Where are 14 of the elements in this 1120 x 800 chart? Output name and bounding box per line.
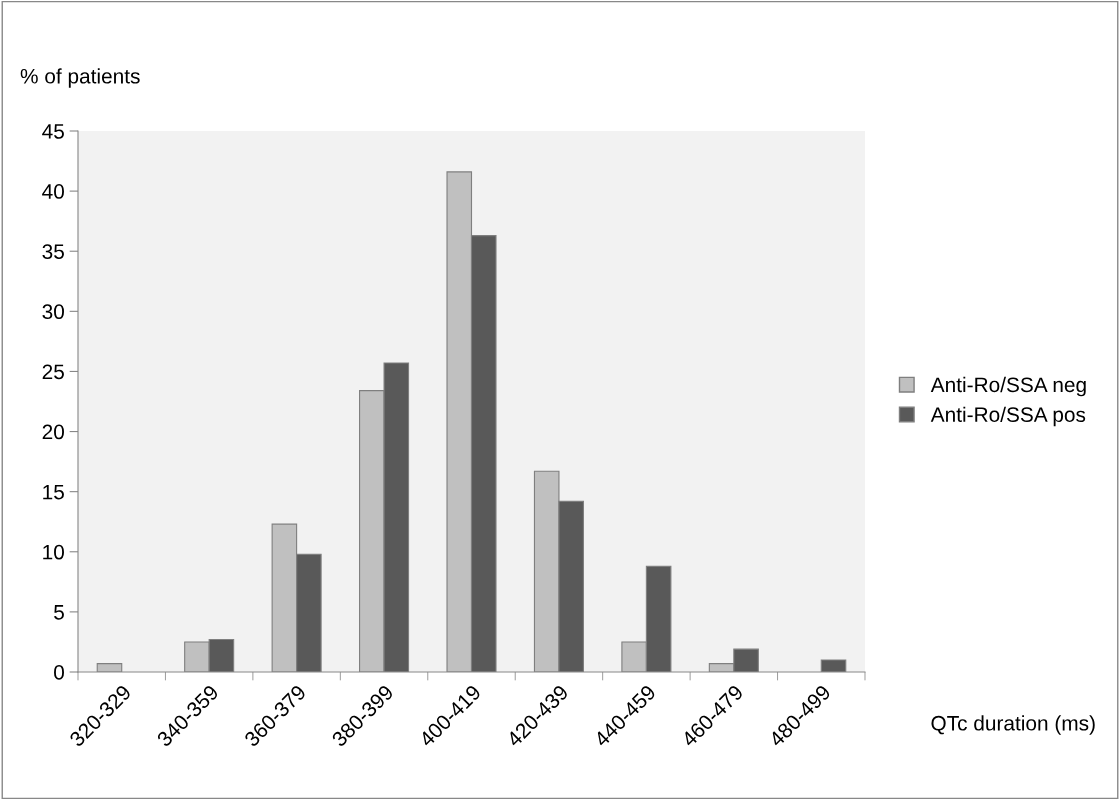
- y-tick-label: 40: [42, 184, 64, 199]
- y-tick-label: 20: [42, 424, 64, 440]
- legend-label: Anti-Ro/SSA pos: [930, 406, 1086, 427]
- y-tick-label: 15: [43, 484, 64, 500]
- y-tick-label: 35: [42, 244, 64, 259]
- y-tick-label: 10: [43, 544, 64, 560]
- y-tick-label: 5: [54, 605, 64, 620]
- y-axis-title: % of patients: [20, 68, 140, 88]
- y-tick-label: 30: [42, 304, 64, 320]
- legend-label: Anti-Ro/SSA neg: [930, 376, 1086, 397]
- y-tick-label: 0: [54, 665, 64, 680]
- y-tick-label: 45: [42, 124, 64, 139]
- y-tick-label: 25: [42, 364, 64, 380]
- x-axis-title: QTc duration (ms): [931, 715, 1095, 735]
